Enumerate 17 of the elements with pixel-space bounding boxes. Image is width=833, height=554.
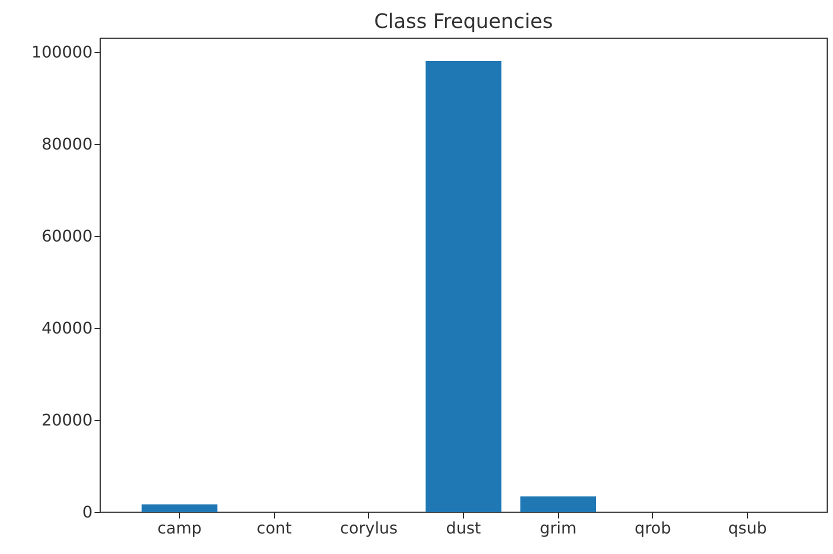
y-tick-label: 80000 [42,134,92,154]
bar [142,504,218,512]
x-tick-label: qsub [728,518,767,538]
x-tick-label: corylus [340,518,398,538]
y-tick-label: 60000 [42,226,92,246]
chart-title: Class Frequencies [374,9,553,33]
x-tick-label: grim [540,518,577,538]
x-tick-label: dust [446,518,481,538]
x-tick-label: cont [256,518,292,538]
x-tick-label: camp [157,518,202,538]
x-tick-label: qrob [634,518,671,538]
y-tick-label: 0 [82,502,92,522]
bar [426,61,502,512]
y-tick-label: 40000 [42,318,92,338]
y-tick-label: 20000 [42,410,92,430]
y-tick-label: 100000 [31,42,92,62]
bar [520,496,596,512]
